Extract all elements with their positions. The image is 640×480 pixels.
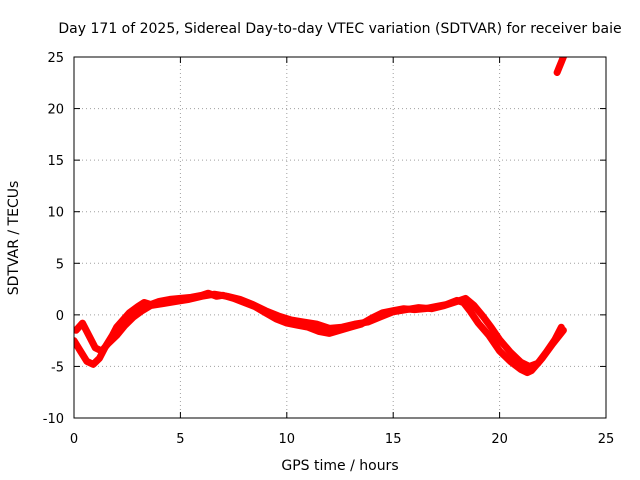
x-tick-label: 20 (491, 432, 508, 447)
x-tick-label: 25 (598, 432, 615, 447)
data-point (275, 313, 281, 319)
series-line-2 (553, 57, 567, 76)
data-point (122, 322, 128, 328)
y-axis-title: SDTVAR / TECUs (6, 181, 22, 296)
data-point (211, 291, 217, 297)
data-point (558, 59, 564, 65)
data-point (486, 332, 492, 338)
x-tick-label: 5 (176, 432, 184, 447)
data-point (114, 332, 120, 338)
data-point (441, 303, 447, 309)
data-point (326, 330, 332, 336)
y-tick-label: 10 (47, 206, 64, 221)
data-point (497, 348, 503, 354)
data-point (554, 69, 560, 75)
data-point (74, 338, 77, 344)
data-point (497, 337, 503, 343)
data-point (288, 317, 294, 323)
x-tick-label: 10 (279, 432, 296, 447)
y-tick-label: -10 (43, 412, 64, 427)
data-point (467, 308, 473, 314)
data-point (480, 313, 486, 319)
data-point (224, 293, 230, 299)
x-tick-label: 0 (70, 432, 78, 447)
data-point (560, 57, 566, 60)
data-point (390, 309, 396, 315)
data-point (186, 296, 192, 302)
data-point (535, 360, 541, 366)
data-point (90, 361, 96, 367)
data-point (114, 324, 120, 330)
y-tick-label: 20 (47, 103, 64, 118)
y-tick-label: 15 (47, 154, 64, 169)
data-point (126, 310, 132, 316)
data-point (316, 328, 322, 334)
plot-area (74, 57, 567, 377)
data-point (160, 301, 166, 307)
data-point (99, 348, 105, 354)
y-tick-label: -5 (51, 360, 64, 375)
data-point (518, 367, 524, 373)
data-point (86, 332, 92, 338)
data-point (552, 337, 558, 343)
data-point (524, 370, 530, 376)
data-point (471, 303, 477, 309)
data-point (199, 293, 205, 299)
data-point (74, 327, 79, 333)
y-tick-label: 5 (56, 257, 64, 272)
data-point (326, 325, 332, 331)
data-point (416, 305, 422, 311)
data-point (141, 299, 147, 305)
data-point (488, 324, 494, 330)
data-point (314, 321, 320, 327)
x-axis-title: GPS time / hours (281, 458, 398, 474)
data-point (556, 64, 562, 70)
data-point (352, 321, 358, 327)
data-point (131, 314, 137, 320)
plot-frame (73, 56, 607, 419)
data-point (250, 302, 256, 308)
data-point (558, 324, 564, 330)
data-point (339, 324, 345, 330)
data-point (543, 349, 549, 355)
data-point (92, 345, 98, 351)
data-point (139, 308, 145, 314)
data-point (105, 341, 111, 347)
data-point (77, 348, 83, 354)
data-point (237, 296, 243, 302)
data-point (403, 307, 409, 313)
data-point (263, 308, 269, 314)
data-point (463, 295, 469, 301)
data-point (135, 304, 141, 310)
data-point (173, 298, 179, 304)
data-point (301, 319, 307, 325)
y-axis: -10 -5 0 5 10 15 20 25 (43, 51, 606, 427)
data-point (84, 358, 90, 364)
data-point (526, 363, 532, 369)
data-point (365, 319, 371, 325)
y-tick-label: 0 (56, 309, 64, 324)
grid (74, 57, 606, 418)
chart-title: Day 171 of 2025, Sidereal Day-to-day VTE… (58, 21, 621, 37)
data-point (475, 320, 481, 326)
data-point (429, 306, 435, 312)
data-point (148, 303, 154, 309)
data-point (507, 358, 513, 364)
data-point (507, 349, 513, 355)
y-tick-label: 25 (47, 51, 64, 66)
x-axis: 0 5 10 15 20 25 (70, 57, 614, 447)
data-point (377, 314, 383, 320)
data-point (97, 355, 103, 361)
x-tick-label: 15 (385, 432, 402, 447)
data-point (518, 359, 524, 365)
data-point (80, 320, 86, 326)
data-point (454, 298, 460, 304)
